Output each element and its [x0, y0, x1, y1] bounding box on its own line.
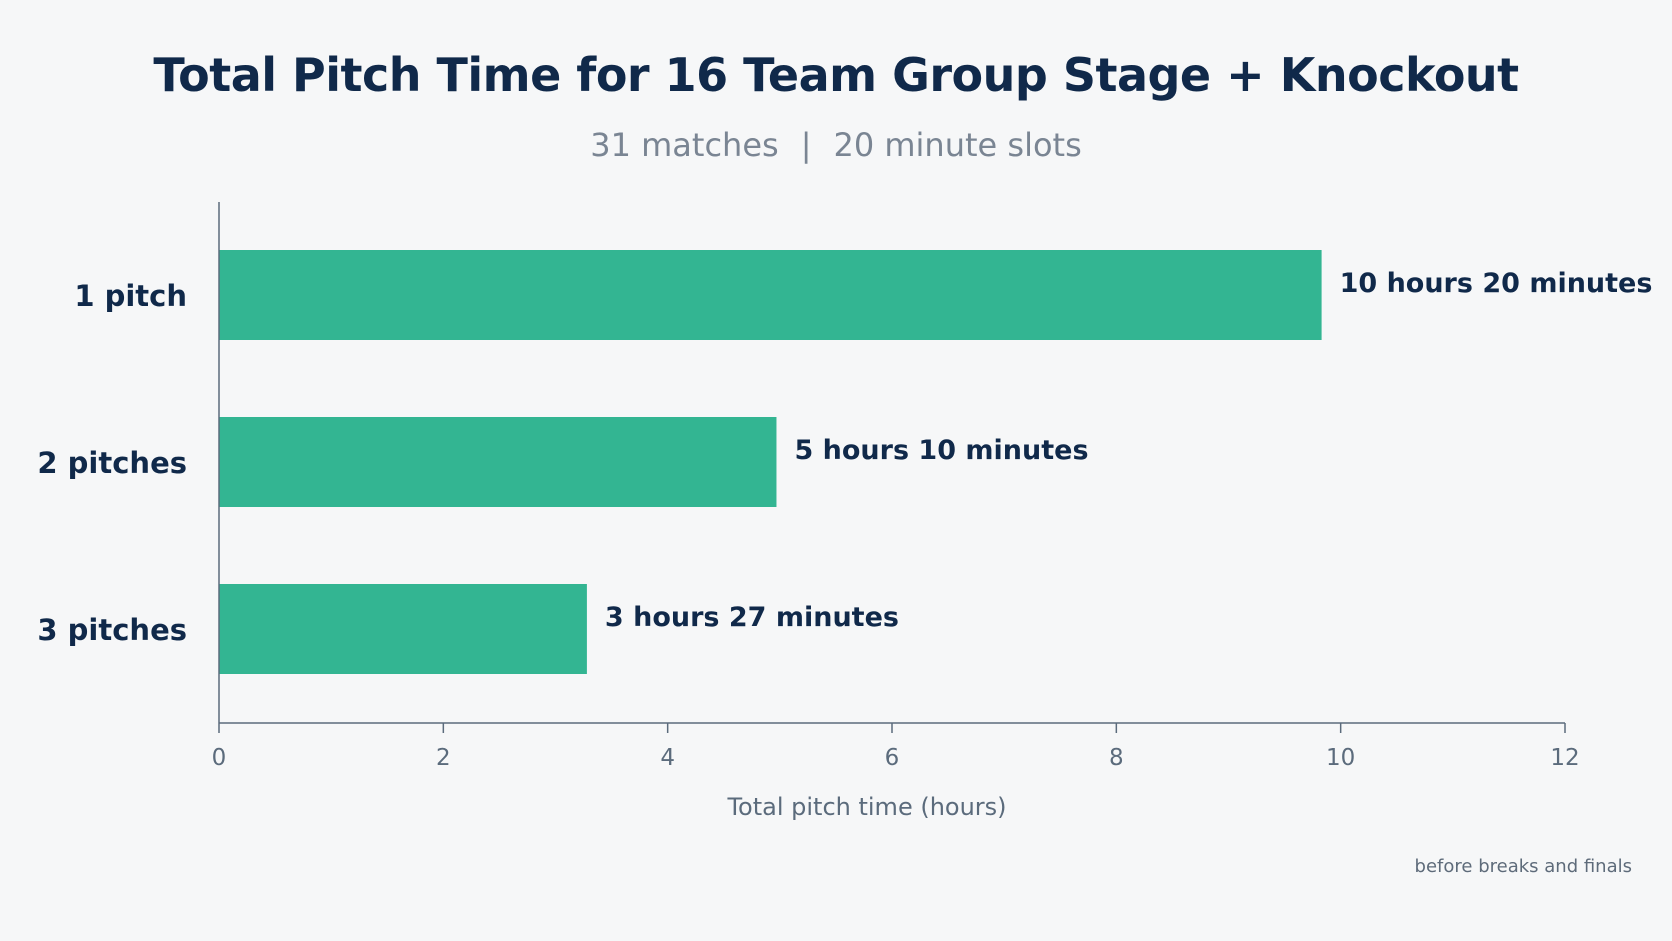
subtitle-matches: 31 matches [590, 126, 779, 164]
x-tick-label: 4 [660, 745, 675, 771]
x-tick-label: 10 [1326, 745, 1355, 771]
x-tick-label: 12 [1550, 745, 1579, 771]
chart-title: Total Pitch Time for 16 Team Group Stage… [153, 48, 1519, 102]
x-tick-label: 0 [212, 745, 227, 771]
category-label: 3 pitches [37, 613, 187, 647]
bar [219, 417, 777, 507]
bar [219, 584, 587, 674]
x-tick-label: 8 [1109, 745, 1124, 771]
category-label: 2 pitches [37, 446, 187, 480]
bar [219, 250, 1322, 340]
data-label: 10 hours 20 minutes [1340, 268, 1653, 299]
chart-footnote: before breaks and finals [1414, 856, 1632, 877]
data-label: 5 hours 10 minutes [794, 435, 1088, 466]
x-axis-title: Total pitch time (hours) [726, 793, 1006, 821]
data-label: 3 hours 27 minutes [605, 602, 899, 633]
x-tick-label: 2 [436, 745, 451, 771]
chart-subtitle: 31 matches | 20 minute slots [0, 126, 1672, 164]
subtitle-slots: 20 minute slots [833, 126, 1082, 164]
x-tick-label: 6 [885, 745, 900, 771]
subtitle-separator: | [800, 126, 812, 164]
category-label: 1 pitch [74, 279, 187, 313]
